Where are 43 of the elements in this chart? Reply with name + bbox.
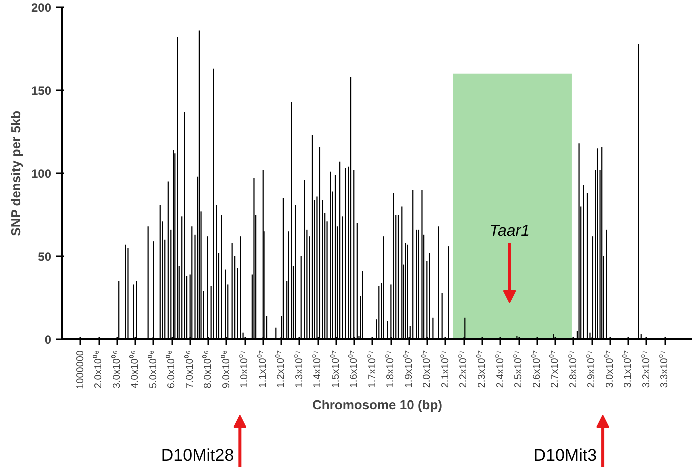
x-tick-label: 1.9x10⁰⁷ xyxy=(402,350,415,388)
x-tick-label: 1.5x10⁰⁷ xyxy=(330,350,342,388)
x-tick-label: 1.2x10⁰⁷ xyxy=(275,350,288,388)
x-tick-label: 2.9x10⁰⁷ xyxy=(586,350,598,388)
x-tick-label: 2.0x10⁰⁷ xyxy=(421,350,434,388)
text: D10Mit28 xyxy=(161,446,234,465)
x-tick-label: 9.0x10⁰⁶ xyxy=(220,350,232,389)
x-axis-title: Chromosome 10 (bp) xyxy=(312,397,443,412)
x-tick-label: 1.4x10⁰⁷ xyxy=(312,350,324,388)
x-tick-label: 8.0x10⁰⁶ xyxy=(202,350,214,389)
x-tick-label: 1.8x10⁰⁷ xyxy=(384,350,397,388)
x-tick-label: 2.1x10⁰⁷ xyxy=(439,350,452,388)
y-tick-label: 200 xyxy=(31,1,52,15)
x-tick-label: 3.1x10⁰⁷ xyxy=(622,350,634,388)
x-tick-label: 1000000 xyxy=(75,350,86,390)
x-tick-label: 2.4x10⁰⁷ xyxy=(494,350,506,388)
annotation: Taar1 xyxy=(490,223,530,240)
x-tick-label: 2.0x10⁰⁶ xyxy=(92,350,105,389)
x-tick-label: 5.0x10⁰⁶ xyxy=(147,350,160,389)
x-tick-label: 1.3x10⁰⁷ xyxy=(293,350,306,388)
x-tick-label: 1.1x10⁰⁷ xyxy=(256,350,269,388)
x-tick-label: 7.0x10⁰⁶ xyxy=(184,350,196,389)
text: D10Mit3 xyxy=(534,446,598,465)
x-tick-label: 1.0x10⁰⁷ xyxy=(238,350,251,388)
x-tick-label: 6.0x10⁰⁶ xyxy=(166,350,178,389)
x-tick-label: 3.3x10⁰⁷ xyxy=(658,350,671,388)
x-tick-label: 3.0x10⁰⁷ xyxy=(604,350,616,388)
x-tick-label: 1.7x10⁰⁷ xyxy=(366,350,378,388)
y-tick-label: 100 xyxy=(31,167,52,181)
x-tick-label: 3.2x10⁰⁷ xyxy=(640,350,652,388)
x-tick-label: 3.0x10⁰⁶ xyxy=(110,350,123,389)
x-tick-label: 1.6x10⁰⁷ xyxy=(348,350,360,388)
x-tick-label: 2.2x10⁰⁷ xyxy=(458,350,470,388)
x-tick-label: 2.6x10⁰⁷ xyxy=(530,350,543,388)
x-tick-label: 2.8x10⁰⁷ xyxy=(567,350,580,388)
y-axis-title: SNP density per 5kb xyxy=(8,110,24,236)
x-tick-label: 2.7x10⁰⁷ xyxy=(549,350,562,388)
x-tick-label: 4.0x10⁰⁶ xyxy=(129,350,142,389)
x-tick-label: 2.3x10⁰⁷ xyxy=(476,350,488,388)
y-tick-label: 0 xyxy=(44,333,52,347)
y-tick-label: 150 xyxy=(31,84,52,98)
y-tick-label: 50 xyxy=(38,250,52,264)
x-tick-label: 2.5x10⁰⁷ xyxy=(512,350,525,388)
